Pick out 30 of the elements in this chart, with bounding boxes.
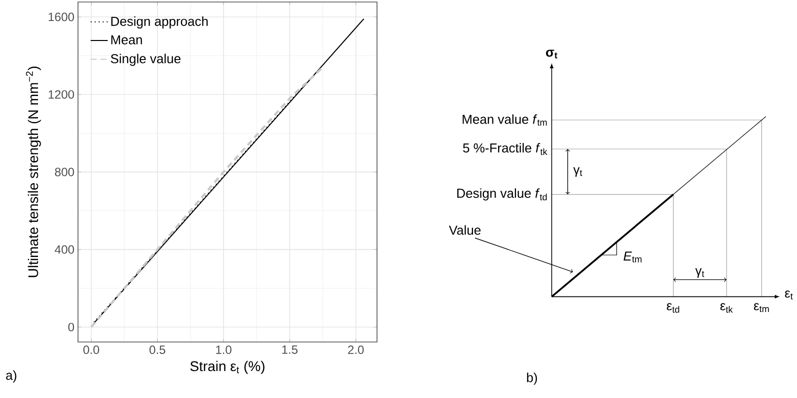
text: a): [6, 370, 16, 382]
legend-label: Single value: [110, 54, 180, 66]
text: 5 %-Fractile f$_{tk}$: [463, 143, 548, 155]
x-tick-label: 0.0: [83, 346, 100, 354]
x-tick-label: 1.5: [282, 346, 298, 354]
text: b): [527, 372, 537, 385]
y-tick-label: 800: [54, 168, 74, 176]
legend-label: Mean: [111, 35, 142, 44]
text: ε$_{tk}$: [720, 303, 733, 313]
y-tick-label: 0: [68, 322, 74, 332]
text: σ$_{t}$: [546, 50, 558, 58]
text: ε$_{tm}$: [754, 303, 769, 312]
y-tick-label: 400: [54, 245, 74, 254]
text: γ$_{t}$: [695, 268, 704, 278]
text: ε$_{t}$: [784, 290, 793, 300]
text: ε$_{td}$: [666, 303, 680, 313]
text: Mean value f$_{tm}$: [462, 114, 547, 126]
x-tick-label: 1.0: [216, 346, 232, 354]
y-tick-label: 1600: [48, 12, 74, 22]
legend-label: Design approach: [111, 16, 208, 29]
text: Value: [448, 225, 481, 235]
y-tick-label: 1200: [48, 90, 74, 99]
text: E$_{tm}$: [624, 252, 642, 262]
text: Design value f$_{td}$: [457, 188, 547, 200]
x-tick-label: 0.5: [150, 346, 166, 354]
x-axis-title: Strain ε$_{t}$ (%): [190, 360, 264, 374]
line-series: [90, 66, 324, 328]
text: γ$_{t}$: [573, 167, 582, 177]
y-axis-title: Ultimate tensile strength (N mm$^{−2}$): [26, 66, 41, 278]
x-tick-label: 2.0: [348, 346, 364, 354]
